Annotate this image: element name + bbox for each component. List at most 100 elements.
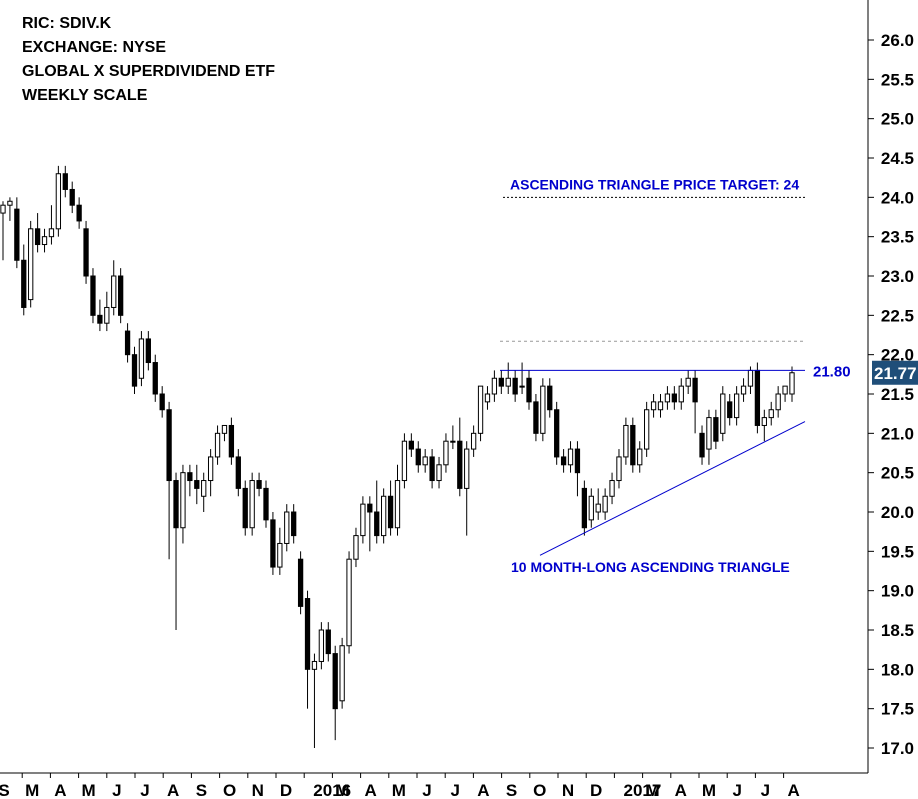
- candle-up: [477, 385, 484, 434]
- candle-down: [526, 377, 532, 403]
- x-tick-label: A: [787, 781, 799, 799]
- candle-up: [201, 480, 207, 497]
- candle-up: [28, 228, 34, 301]
- candle-up: [7, 200, 13, 206]
- candle-up: [775, 393, 781, 411]
- x-tick-label: M: [335, 781, 349, 799]
- candle-up: [616, 456, 622, 482]
- candle-down: [76, 204, 82, 222]
- last-price-box: [872, 360, 918, 385]
- candle-up: [623, 424, 629, 458]
- candle-up: [436, 464, 442, 482]
- candle-up: [284, 511, 290, 544]
- candle-down: [457, 440, 463, 489]
- candle-up: [484, 393, 491, 403]
- candle-up: [505, 377, 511, 387]
- resistance-label: 21.80: [813, 363, 851, 380]
- candle-down: [159, 393, 165, 411]
- x-tick-label: D: [280, 781, 292, 799]
- x-tick-label: M: [25, 781, 39, 799]
- candle-down: [21, 259, 27, 308]
- candle-up: [339, 645, 345, 702]
- candle-down: [408, 440, 414, 450]
- candle-up: [609, 480, 615, 497]
- candle-down: [228, 424, 235, 458]
- candle-down: [533, 401, 539, 434]
- y-tick-label: 17.0: [881, 739, 914, 758]
- candle-down: [429, 456, 435, 482]
- exchange-label: EXCHANGE: NYSE: [22, 39, 167, 56]
- x-tick-label: M: [82, 781, 96, 799]
- candle-down: [34, 228, 41, 246]
- x-tick-label: M: [392, 781, 406, 799]
- candle-down: [374, 511, 380, 537]
- candle-down: [332, 653, 338, 710]
- candle-down: [512, 377, 518, 395]
- x-tick-label: A: [477, 781, 489, 799]
- candle-up: [381, 495, 387, 537]
- x-tick-label: A: [364, 781, 376, 799]
- candle-up: [249, 480, 255, 529]
- candle-down: [630, 424, 636, 466]
- candle-up: [657, 401, 664, 411]
- candle-up: [567, 448, 574, 466]
- candle-down: [692, 377, 698, 403]
- candle-up: [637, 448, 643, 466]
- candle-up: [706, 417, 712, 450]
- candle-up: [450, 440, 456, 443]
- candle-down: [62, 173, 68, 190]
- candle-down: [69, 188, 75, 206]
- candle-down: [367, 503, 373, 513]
- candle-up: [720, 393, 726, 434]
- candle-up: [207, 456, 214, 482]
- candle-up: [747, 369, 754, 387]
- y-tick-label: 21.5: [881, 385, 914, 404]
- y-tick-label: 20.0: [881, 503, 914, 522]
- candle-down: [671, 393, 677, 403]
- y-tick-label: 19.0: [881, 582, 914, 601]
- candle-down: [727, 401, 733, 419]
- candle-up: [138, 338, 145, 379]
- candle-up: [761, 417, 767, 426]
- candle-up: [401, 440, 408, 482]
- candle-down: [554, 409, 560, 458]
- y-tick-label: 25.5: [881, 70, 914, 89]
- x-tick-label: J: [732, 781, 741, 799]
- candle-up: [733, 393, 740, 419]
- candle-down: [152, 362, 158, 395]
- x-tick-label: N: [252, 781, 264, 799]
- y-tick-label: 17.5: [881, 700, 914, 719]
- candle-up: [346, 558, 352, 647]
- x-tick-label: M: [646, 781, 660, 799]
- y-tick-label: 24.5: [881, 149, 914, 168]
- candle-down: [83, 228, 89, 277]
- y-tick-label: 22.5: [881, 306, 914, 325]
- candle-down: [547, 385, 553, 411]
- x-tick-label: O: [223, 781, 236, 799]
- candle-down: [235, 456, 241, 489]
- candle-down: [242, 487, 248, 529]
- candle-down: [325, 629, 331, 655]
- candle-down: [14, 208, 20, 261]
- candle-up: [111, 275, 117, 308]
- x-tick-label: S: [506, 781, 517, 799]
- candle-down: [291, 511, 297, 537]
- candle-down: [699, 432, 705, 458]
- x-tick-label: A: [54, 781, 66, 799]
- candle-up: [595, 503, 601, 513]
- y-tick-label: 26.0: [881, 31, 914, 50]
- candle-up: [311, 660, 318, 670]
- candle-up: [422, 456, 428, 466]
- x-tick-label: J: [112, 781, 121, 799]
- candle-down: [166, 409, 172, 482]
- candle-up: [519, 385, 525, 388]
- candle-up: [540, 385, 546, 434]
- y-tick-label: 23.0: [881, 267, 914, 286]
- y-tick-label: 19.5: [881, 542, 914, 561]
- candle-down: [754, 369, 761, 426]
- y-tick-label: 23.5: [881, 228, 914, 247]
- candle-down: [415, 448, 421, 466]
- target-label: ASCENDING TRIANGLE PRICE TARGET: 24: [510, 176, 799, 192]
- y-tick-label: 25.0: [881, 110, 914, 129]
